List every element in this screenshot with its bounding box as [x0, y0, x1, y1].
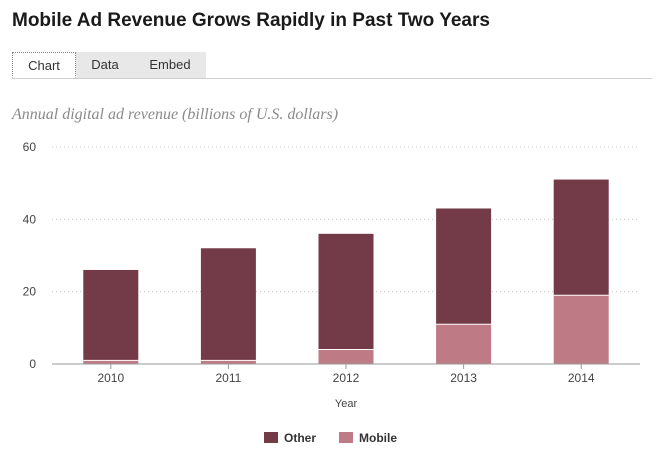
y-tick-label-40: 40: [23, 212, 37, 226]
bar-mobile-2013: [436, 324, 492, 364]
page-title: Mobile Ad Revenue Grows Rapidly in Past …: [12, 10, 490, 31]
chart-plot: 0 20 40 60 2010 2011 2012 2013 2014 Year: [23, 140, 640, 410]
tab-bar: Chart Data Embed: [12, 52, 652, 79]
legend: Other Mobile: [0, 430, 672, 446]
legend-item-mobile: Mobile: [339, 430, 397, 446]
x-axis-label: Year: [335, 398, 358, 410]
tab-embed[interactable]: Embed: [134, 52, 206, 78]
bar-mobile-2012: [318, 349, 374, 364]
tab-data[interactable]: Data: [76, 52, 134, 78]
legend-label-mobile: Mobile: [359, 431, 397, 445]
bar-mobile-2010: [83, 360, 139, 364]
legend-swatch-other: [264, 432, 278, 443]
chart-subtitle: Annual digital ad revenue (billions of U…: [12, 106, 339, 123]
y-tick-label-0: 0: [29, 357, 36, 371]
legend-swatch-mobile: [339, 432, 353, 443]
y-tick-label-20: 20: [23, 285, 37, 299]
bar-other-2011: [200, 248, 256, 361]
bar-other-2013: [436, 208, 492, 325]
x-tick-label-2010: 2010: [97, 371, 124, 385]
x-tick-label-2011: 2011: [215, 371, 241, 385]
bar-other-2014: [553, 179, 609, 296]
bar-mobile-2014: [553, 295, 609, 364]
legend-item-other: Other: [264, 430, 316, 446]
tab-chart[interactable]: Chart: [12, 52, 76, 78]
legend-label-other: Other: [284, 431, 317, 445]
x-tick-label-2013: 2013: [450, 371, 477, 385]
bar-mobile-2011: [200, 360, 256, 364]
y-tick-label-60: 60: [23, 140, 37, 154]
x-tick-label-2014: 2014: [568, 371, 595, 385]
x-tick-label-2012: 2012: [333, 371, 360, 385]
bar-other-2012: [318, 233, 374, 350]
bar-other-2010: [83, 269, 139, 361]
